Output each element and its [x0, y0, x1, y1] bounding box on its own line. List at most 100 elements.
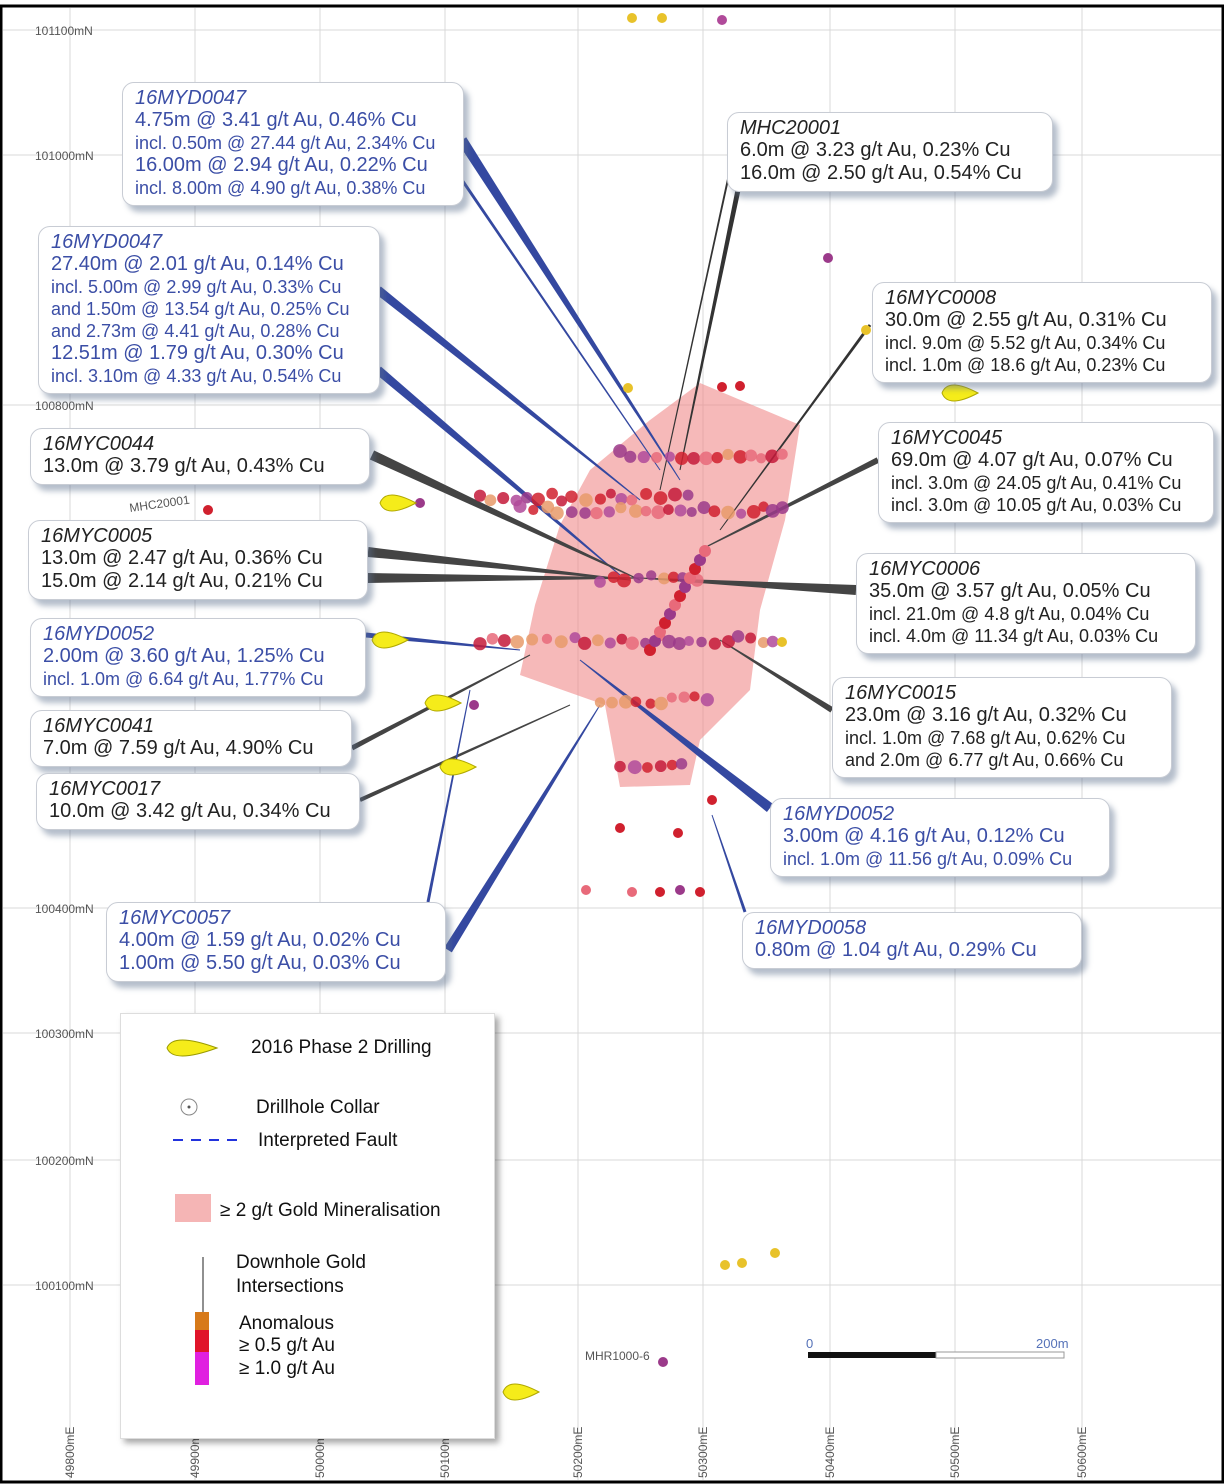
phase2-drill-marker: [424, 694, 463, 712]
easting-label: 49900mE: [188, 1427, 202, 1478]
sample-dot: [694, 554, 706, 566]
sample-dot: [615, 492, 628, 505]
intersection-callout: 16MYC0045 69.0m @ 4.07 g/t Au, 0.07% Cu in…: [878, 422, 1214, 523]
drill-trace: [457, 137, 681, 481]
hole-id: 16MYD0047: [51, 231, 163, 253]
easting-label: 49800mE: [63, 1427, 77, 1478]
sample-dot: [675, 885, 685, 895]
sample-dot: [579, 507, 591, 519]
sample-dot: [686, 506, 697, 518]
sample-dot: [614, 760, 626, 773]
intersection-callout: 16MYD0052 3.00m @ 4.16 g/t Au, 0.12% Cu in…: [770, 798, 1110, 877]
easting-label: 50000mE: [313, 1427, 327, 1478]
sample-dot: [565, 490, 578, 503]
intersection-callout: 16MYC0006 35.0m @ 3.57 g/t Au, 0.05% Cu in…: [856, 553, 1196, 654]
northing-label: 100300mN: [35, 1027, 94, 1041]
sample-dot: [708, 505, 721, 518]
sample-dot: [469, 700, 479, 710]
sample-dot: [721, 505, 735, 520]
sample-dot: [497, 634, 511, 647]
sample-dot: [717, 382, 727, 392]
intersection-callout: 16MYD0047 4.75m @ 3.41 g/t Au, 0.46% Cu in…: [122, 82, 464, 206]
sample-dot: [711, 452, 723, 464]
sample-dot: [776, 448, 788, 460]
phase2-drill-marker: [502, 1383, 541, 1401]
sample-dot: [654, 760, 667, 773]
hole-id: 16MYD0052: [43, 623, 155, 645]
intersection-line: 27.40m @ 2.01 g/t Au, 0.14% Cu: [51, 253, 344, 275]
sample-dot: [473, 637, 487, 651]
sample-dot: [615, 823, 625, 833]
sample-dot: [630, 696, 642, 708]
northing-label: 100100mN: [35, 1279, 94, 1293]
sample-dot: [625, 636, 639, 650]
sample-dot: [657, 13, 667, 23]
frame: [0, 4, 1224, 1484]
sample-dot: [697, 501, 711, 515]
sample-dot: [613, 444, 627, 458]
sample-dot: [640, 487, 653, 500]
drill-trace: [375, 366, 621, 576]
scale-start: 0: [806, 1336, 813, 1351]
intersection-callout: 16MYC0017 10.0m @ 3.42 g/t Au, 0.34% Cu: [36, 773, 360, 830]
intersection-callout: MHC20001 6.0m @ 3.23 g/t Au, 0.23% Cu 16.0…: [727, 112, 1053, 192]
easting-label: 50500mE: [948, 1427, 962, 1478]
intersection-line: incl. 4.0m @ 11.34 g/t Au, 0.03% Cu: [869, 626, 1159, 646]
easting-label: 50400mE: [823, 1427, 837, 1478]
sample-dot: [735, 381, 745, 391]
sample-dot: [684, 572, 696, 584]
sample-dot: [861, 325, 871, 335]
intersection-line: 16.0m @ 2.50 g/t Au, 0.54% Cu: [740, 162, 1022, 184]
sample-dot: [646, 570, 657, 581]
sample-dot: [510, 635, 524, 649]
sample-dot: [674, 504, 687, 517]
sample-dot: [664, 608, 676, 620]
intersection-line: incl. 9.0m @ 5.52 g/t Au, 0.34% Cu: [885, 333, 1166, 353]
phase2-drill-marker: [371, 631, 410, 649]
sample-dot: [607, 571, 620, 584]
sample-dot: [682, 489, 694, 501]
phase2-drill-marker: [439, 758, 478, 776]
sample-dot: [550, 506, 564, 520]
sample-dot: [594, 576, 606, 588]
sample-dot: [699, 545, 711, 557]
sample-dot: [722, 635, 735, 649]
legend-label: Interpreted Fault: [258, 1130, 398, 1151]
drill-trace: [426, 689, 471, 903]
sample-dot: [497, 492, 510, 505]
legend-label: 2016 Phase 2 Drilling: [251, 1037, 432, 1058]
hole-id: 16MYC0005: [41, 525, 153, 547]
northing-label: 100800mN: [35, 399, 94, 413]
intersection-line: 7.0m @ 7.59 g/t Au, 4.90% Cu: [43, 737, 314, 759]
easting-label: 50200mE: [571, 1427, 585, 1478]
sample-dot: [672, 637, 686, 650]
intersection-callout: 16MYD0058 0.80m @ 1.04 g/t Au, 0.29% Cu: [742, 912, 1082, 969]
sample-dot: [673, 828, 683, 838]
sample-dot: [579, 493, 593, 507]
intersection-line: 4.00m @ 1.59 g/t Au, 0.02% Cu: [119, 929, 401, 951]
drill-trace: [359, 704, 571, 802]
sample-dot: [473, 489, 487, 502]
sample-dot: [637, 450, 650, 464]
sample-dot: [655, 887, 665, 897]
sample-dot: [765, 503, 780, 518]
legend-label: Intersections: [236, 1276, 344, 1297]
sample-dot: [627, 887, 637, 897]
drill-trace: [367, 547, 631, 581]
legend-label: ≥ 1.0 g/t Au: [239, 1358, 335, 1379]
sample-dot: [662, 634, 676, 649]
sample-dot: [649, 635, 661, 647]
northing-label: 100400mN: [35, 902, 94, 916]
intersection-callout: 16MYC0044 13.0m @ 3.79 g/t Au, 0.43% Cu: [30, 428, 370, 485]
sample-dot: [521, 491, 533, 504]
sample-dot: [605, 488, 616, 499]
sample-dot: [675, 451, 689, 465]
hole-id: 16MYC0044: [43, 433, 155, 455]
sample-dot: [594, 493, 606, 505]
sample-dot: [707, 795, 717, 805]
sample-dot: [603, 506, 615, 518]
hole-id: 16MYC0045: [891, 427, 1003, 449]
sample-dot: [700, 693, 714, 707]
